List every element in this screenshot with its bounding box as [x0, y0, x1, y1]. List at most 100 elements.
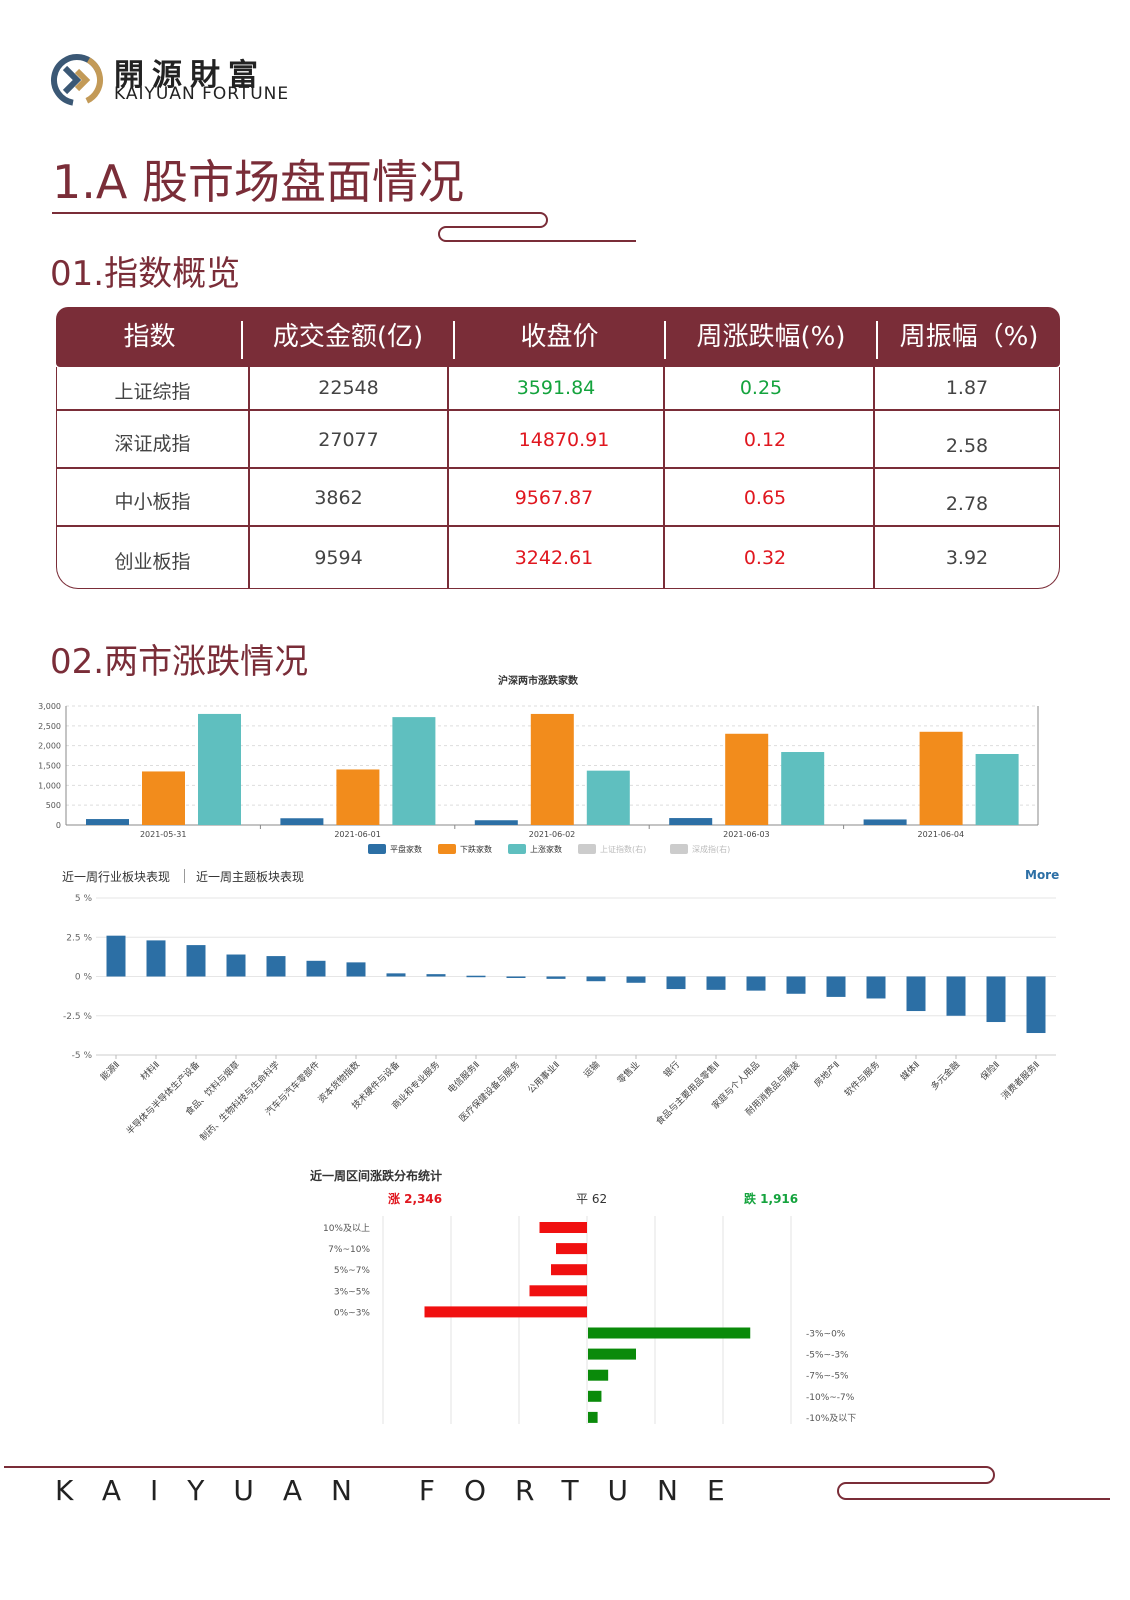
bar-上涨家数: [586, 770, 630, 825]
sector-bar: [306, 960, 326, 977]
more-link[interactable]: More: [1025, 868, 1060, 882]
x-tick-label: 银行: [661, 1059, 682, 1080]
legend-label-inactive: 上证指数(右): [600, 844, 646, 854]
y-tick-label: 2,500: [38, 722, 61, 731]
sector-bar: [826, 976, 846, 997]
cell-close-price: 3242.61: [514, 547, 594, 569]
up-range-label: 7%~10%: [328, 1245, 370, 1255]
column-divider: [248, 367, 250, 588]
row-divider: [57, 409, 1059, 411]
subsection-title-index: 01.指数概览: [50, 254, 241, 294]
x-tick-label: 软件与服务: [842, 1059, 882, 1099]
cell-weekly-change: 0.65: [743, 487, 787, 509]
up-bar: [529, 1285, 587, 1297]
down-bar: [588, 1327, 751, 1339]
cell-amplitude: 2.58: [945, 435, 989, 457]
down-bar: [588, 1411, 598, 1423]
sector-bar: [346, 962, 366, 977]
down-range-label: -10%~-7%: [806, 1393, 855, 1403]
column-header: 周振幅（%): [899, 322, 1039, 352]
cell-turnover: 27077: [318, 429, 379, 451]
cell-turnover: 22548: [318, 377, 379, 399]
up-bar: [539, 1222, 587, 1233]
y-tick-label: 5 %: [75, 894, 93, 904]
advance-decline-chart: 沪深两市涨跌家数 0 500 1,000 1,500 2,000 2,500 3,000 2…: [38, 674, 1039, 854]
sector-bar: [946, 976, 966, 1016]
x-tick-label: 2021-06-03: [723, 830, 770, 839]
sector-bar: [226, 954, 246, 977]
up-count: 涨 2,346: [388, 1191, 442, 1206]
x-tick-label: 2021-06-01: [334, 830, 381, 839]
page-title: 1.A 股市场盘面情况: [52, 155, 464, 209]
tab-industry-sectors[interactable]: 近一周行业板块表现: [62, 870, 171, 884]
sector-bar: [466, 975, 486, 978]
cell-weekly-change: 0.32: [743, 547, 787, 569]
tab-theme-sectors[interactable]: 近一周主题板块表现: [196, 870, 305, 884]
header-divider: [453, 321, 455, 359]
sector-bar: [666, 976, 686, 990]
chart-title: 沪深两市涨跌家数: [498, 674, 579, 687]
cell-close-price: 14870.91: [518, 429, 610, 451]
x-tick-label: 资本货物指数: [315, 1059, 362, 1106]
y-tick-label: -5 %: [72, 1051, 93, 1061]
cell-amplitude: 3.92: [945, 547, 989, 569]
x-tick-label: 多元金融: [928, 1059, 962, 1093]
bar-下跌家数: [336, 769, 380, 825]
bar-平盘家数: [863, 819, 907, 825]
up-bar: [551, 1264, 587, 1276]
column-divider: [663, 367, 665, 588]
bar-下跌家数: [919, 731, 963, 825]
tab-divider: [184, 869, 185, 883]
cell-close-price: 3591.84: [516, 377, 596, 399]
up-bar: [556, 1243, 587, 1255]
sector-bar: [186, 945, 206, 977]
bar-上涨家数: [781, 752, 825, 825]
up-range-label: 10%及以上: [323, 1223, 370, 1234]
y-tick-label: 3,000: [38, 702, 61, 711]
x-tick-label: 公用事业Ⅱ: [525, 1059, 562, 1096]
bar-上涨家数: [198, 713, 241, 825]
y-tick-label: 0 %: [75, 973, 93, 983]
subsection-title-breadth: 02.两市涨跌情况: [50, 642, 309, 682]
cell-amplitude: 1.87: [945, 377, 989, 399]
legend-label: 下跌家数: [460, 844, 492, 854]
x-tick-label: 媒体Ⅱ: [898, 1059, 922, 1083]
title-underline-decoration: [52, 212, 636, 242]
row-divider: [57, 467, 1059, 469]
row-divider: [57, 525, 1059, 527]
down-range-label: -5%~-3%: [806, 1351, 849, 1361]
down-count: 跌 1,916: [744, 1191, 798, 1206]
legend-label-inactive: 深成指(右): [692, 844, 730, 854]
cell-index-name: 创业板指: [114, 551, 191, 573]
x-tick-label: 2021-06-04: [918, 830, 965, 839]
header-divider: [664, 321, 666, 359]
x-tick-label: 半导体与半导体生产设备: [124, 1059, 202, 1138]
footer-brand-text: KAIYUAN FORTUNE: [55, 1474, 754, 1507]
y-tick-label: 2.5 %: [66, 933, 92, 943]
y-tick-label: 1,000: [38, 781, 61, 790]
up-bar: [424, 1306, 587, 1318]
legend-label: 平盘家数: [390, 844, 422, 854]
cell-index-name: 上证综指: [114, 381, 191, 403]
bar-平盘家数: [669, 818, 713, 825]
cell-close-price: 9567.87: [514, 487, 594, 509]
sector-bar: [626, 976, 646, 983]
sector-bar: [266, 956, 286, 977]
bar-下跌家数: [725, 733, 769, 825]
x-tick-label: 2021-05-31: [140, 830, 187, 839]
x-tick-label: 保险Ⅱ: [978, 1059, 1002, 1083]
x-tick-label: 消费者服务Ⅱ: [999, 1059, 1042, 1102]
column-divider: [447, 367, 449, 588]
x-tick-label: 房地产Ⅱ: [811, 1059, 842, 1090]
legend-swatch: [368, 844, 386, 854]
sector-bar: [866, 976, 886, 999]
up-range-label: 0%~3%: [334, 1308, 371, 1318]
sector-bar: [986, 976, 1006, 1023]
sector-bar: [706, 976, 726, 990]
down-range-label: -3%~0%: [806, 1330, 846, 1340]
x-tick-label: 食品与主要用品零售Ⅱ: [653, 1059, 722, 1128]
brand-name-cn: 開源財富: [114, 58, 266, 93]
column-header: 指数: [123, 322, 176, 352]
y-tick-label: 0: [56, 821, 61, 830]
cell-index-name: 中小板指: [114, 491, 191, 513]
